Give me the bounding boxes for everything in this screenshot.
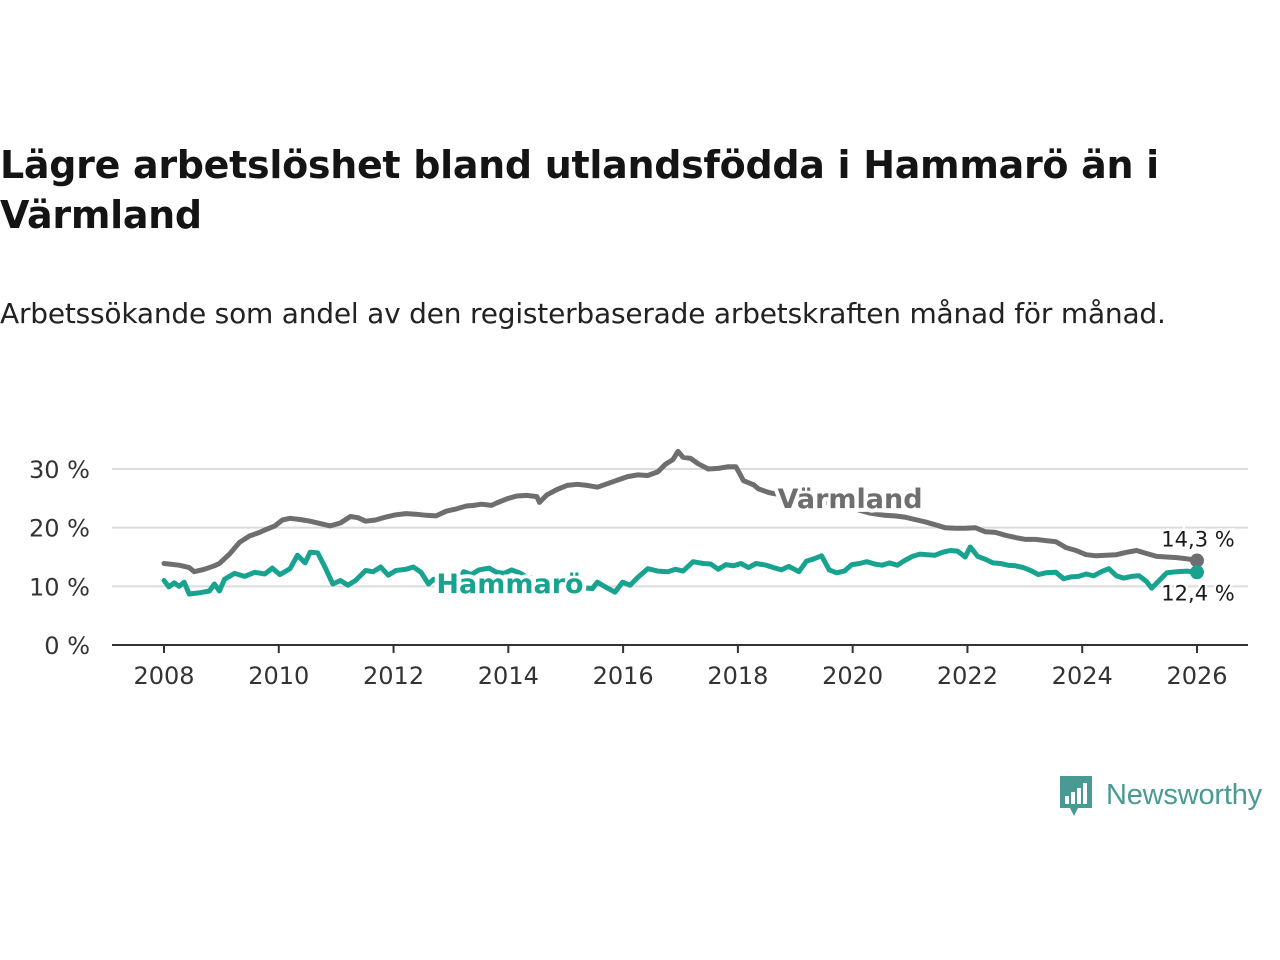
y-tick-label: 30 % <box>29 456 90 484</box>
y-tick-label: 0 % <box>44 632 90 660</box>
series-line-vrmland <box>161 448 1200 575</box>
end-value-label: 12,4 % <box>1161 581 1234 605</box>
x-tick-label: 2020 <box>822 662 883 690</box>
y-tick-label: 20 % <box>29 515 90 543</box>
x-tick-label: 2016 <box>593 662 654 690</box>
series-labels: 14,3 % 12,4 % Värmland Hammarö <box>432 480 1237 608</box>
chart-title: Lägre arbetslöshet bland utlandsfödda i … <box>0 143 1159 237</box>
series-name-label: Värmland <box>777 484 922 515</box>
x-tick-label: 2008 <box>133 662 194 690</box>
x-tick-label: 2026 <box>1166 662 1227 690</box>
grid-lines <box>112 468 1248 588</box>
x-tick-label: 2022 <box>937 662 998 690</box>
x-tick-label: 2024 <box>1052 662 1113 690</box>
x-tick-label: 2018 <box>707 662 768 690</box>
brand-logo[interactable]: Newsworthy <box>1058 772 1262 818</box>
x-tick-label: 2010 <box>248 662 309 690</box>
series-end-point <box>1190 565 1204 580</box>
newsworthy-logo-icon <box>1060 776 1092 816</box>
x-tick-label: 2012 <box>363 662 424 690</box>
x-axis-ticks: 2008 2010 2012 2014 2016 2018 2020 2022 2024 2026 <box>133 645 1228 690</box>
x-tick-label: 2014 <box>478 662 539 690</box>
series-lines <box>161 448 1204 597</box>
y-axis-labels: 0 % 10 % 20 % 30 % <box>29 456 90 660</box>
series-line-hammar <box>161 544 1200 597</box>
y-tick-label: 10 % <box>29 573 90 601</box>
line-chart: 0 % 10 % 20 % 30 % 2008 2010 2012 2014 2016 2018… <box>29 448 1248 690</box>
chart-subtitle: Arbetssökande som andel av den registerb… <box>0 297 1166 330</box>
series-name-label: Hammarö <box>436 569 583 600</box>
end-value-label: 14,3 % <box>1161 528 1234 552</box>
brand-name: Newsworthy <box>1106 778 1262 811</box>
series-end-point <box>1190 553 1204 568</box>
